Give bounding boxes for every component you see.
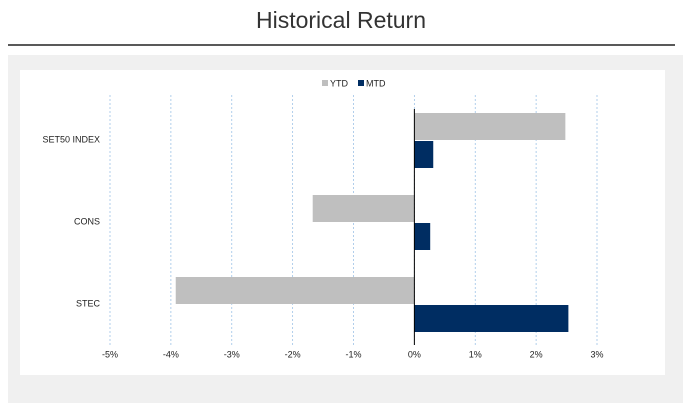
bar	[175, 277, 415, 304]
legend-swatch	[322, 80, 328, 86]
bar	[414, 305, 569, 332]
y-tick-label: STEC	[76, 298, 101, 308]
bar	[414, 141, 434, 168]
bar	[414, 223, 431, 250]
x-tick-label: -2%	[285, 349, 301, 359]
x-tick-label: 1%	[469, 349, 482, 359]
legend-label: YTD	[330, 78, 349, 88]
x-tick-label: -4%	[163, 349, 179, 359]
y-tick-label: CONS	[74, 216, 100, 226]
x-tick-label: 0%	[408, 349, 421, 359]
x-tick-label: -3%	[224, 349, 240, 359]
bar	[312, 195, 415, 222]
chart-title: Historical Return	[256, 7, 426, 33]
legend-swatch	[358, 80, 364, 86]
y-tick-label: SET50 INDEX	[42, 134, 100, 144]
x-tick-label: 2%	[530, 349, 543, 359]
x-tick-label: -1%	[345, 349, 361, 359]
x-tick-label: -5%	[102, 349, 118, 359]
x-tick-label: 3%	[590, 349, 603, 359]
legend-label: MTD	[366, 78, 386, 88]
bar	[414, 113, 566, 140]
